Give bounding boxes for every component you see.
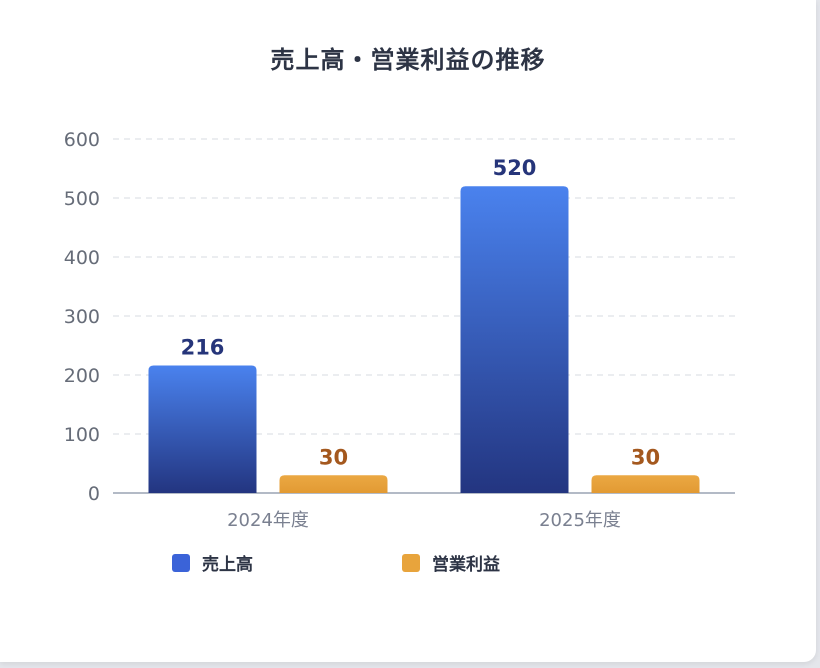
data-label-profit-1: 30 [631, 445, 660, 469]
data-label-sales-1: 520 [493, 156, 537, 180]
y-tick-label: 600 [64, 129, 100, 151]
bar-profit-1 [591, 475, 700, 493]
bars [148, 186, 700, 493]
y-tick-label: 400 [64, 247, 100, 269]
legend-swatch-profit [402, 553, 420, 572]
x-tick-label: 2024年度 [227, 510, 309, 531]
y-tick-label: 200 [64, 365, 100, 387]
chart-title: 売上高・営業利益の推移 [270, 46, 546, 74]
y-tick-label: 100 [64, 424, 100, 446]
y-tick-label: 0 [88, 483, 100, 505]
x-tick-label: 2025年度 [539, 510, 621, 531]
data-labels: 216 30 520 30 [181, 156, 661, 469]
data-label-sales-0: 216 [181, 336, 225, 360]
legend-swatch-sales [172, 553, 190, 572]
data-label-profit-0: 30 [319, 445, 348, 469]
y-tick-label: 500 [64, 188, 100, 210]
y-tick-label: 300 [64, 306, 100, 328]
bar-sales-0 [148, 365, 257, 493]
legend-label-profit: 営業利益 [432, 555, 500, 575]
legend-label-sales: 売上高 [202, 555, 253, 575]
bar-sales-1 [460, 186, 569, 493]
legend-item-profit: 営業利益 [402, 550, 500, 575]
bar-profit-0 [279, 475, 388, 493]
axes: 0 100 200 300 400 500 600 2024年度 2025年度 [64, 129, 735, 531]
legend-item-sales: 売上高 [172, 550, 253, 575]
